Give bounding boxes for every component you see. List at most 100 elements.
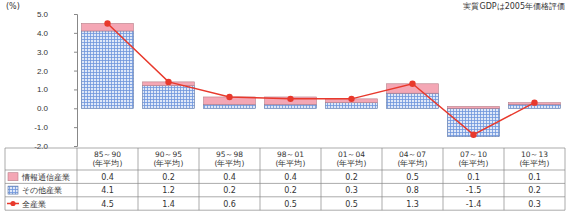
y-tick-mark [74,127,77,128]
y-tick-label: -1.0 [34,123,48,132]
table-rule [138,148,139,210]
data-label: 0.1 [467,173,480,182]
data-label: 0.8 [406,186,419,195]
y-tick: 1.0 [37,85,77,94]
plot-area [82,20,561,138]
data-label: 0.1 [528,173,541,182]
legend-swatch [8,186,18,194]
line [108,23,535,134]
marker [470,131,476,137]
data-label: 0.4 [223,173,236,182]
y-tick: 3.0 [37,48,77,57]
table-rule [260,148,261,210]
marker [226,94,232,100]
category-label: 07～10(年平均) [459,150,489,168]
data-label: 0.4 [284,173,297,182]
legend-label: 情報通信産業 [21,173,70,182]
data-label: 4.1 [101,186,114,195]
category-label: 85～90(年平均) [93,150,123,168]
y-tick-mark [74,14,77,15]
y-tick-mark [74,108,77,109]
table-rule [77,148,78,210]
table-rule [5,196,565,197]
table-rule [5,148,6,210]
y-tick-label: 3.0 [37,48,49,57]
y-tick: -1.0 [34,123,77,132]
y-axis-title: (%) [6,2,20,11]
marker [531,99,537,105]
table-rule [5,148,565,149]
y-tick-label: 2.0 [37,67,49,76]
chart: -2.0 -1.0 0.0 1.0 2.0 3.0 4.0 5.0 (%) 実質GDPは2005年… [0,0,570,212]
y-tick-label: 1.0 [37,85,49,94]
data-label: 1.4 [162,200,175,209]
data-label: 0.3 [528,200,541,209]
table-rule [443,148,444,210]
data-label: 1.2 [162,186,175,195]
data-label: 1.3 [406,200,419,209]
table-rule [565,148,566,210]
data-label: 0.2 [345,173,358,182]
y-tick-label: 4.0 [37,29,49,38]
y-tick: 5.0 [37,10,77,19]
y-tick-label: -2.0 [34,142,48,151]
legend-swatch [7,201,19,206]
bar [143,86,195,109]
bar [265,105,317,109]
y-axis-line [74,15,78,147]
data-table: 85～90(年平均) 90～95(年平均) 95～98(年平均) 98～01(年平均)… [5,148,565,210]
y-tick: 2.0 [37,67,77,76]
category-label: 95～98(年平均) [215,150,245,168]
data-label: 0.5 [345,200,358,209]
y-tick-label: 0.0 [37,104,49,113]
y-tick-mark [74,146,77,147]
category-label: 01～04(年平均) [337,150,367,168]
marker [409,81,415,87]
y-tick-mark [74,71,77,72]
y-axis: -2.0 -1.0 0.0 1.0 2.0 3.0 4.0 5.0 [34,10,77,151]
y-tick-mark [74,33,77,34]
data-label: -1.4 [466,200,482,209]
y-tick: 0.0 [37,104,77,113]
y-tick-mark [74,89,77,90]
bar [387,93,439,108]
data-label: 4.5 [101,200,114,209]
data-label: 0.2 [223,186,236,195]
data-label: 0.5 [284,200,297,209]
table-rule [5,170,565,171]
table-rule [199,148,200,210]
data-label: 0.2 [528,186,541,195]
category-label: 98～01(年平均) [276,150,306,168]
table-rule [5,183,565,184]
bar [82,31,134,108]
marker [348,96,354,102]
marker [165,79,171,85]
data-label: -1.5 [466,186,482,195]
data-label: 0.3 [345,186,358,195]
legend-label: 全産業 [22,200,46,209]
data-label: 0.6 [223,200,236,209]
y-tick: -2.0 [34,142,77,151]
annotation: 実質GDPは2005年価格評価 [463,2,565,11]
y-tick: 4.0 [37,29,77,38]
category-label: 04～07(年平均) [398,150,428,168]
table-rule [504,148,505,210]
data-label: 0.2 [162,173,175,182]
bar [204,105,256,109]
y-tick-label: 5.0 [37,10,49,19]
table-rule [382,148,383,210]
legend-swatch [8,173,18,181]
marker [287,96,293,102]
data-label: 0.5 [406,173,419,182]
category-label: 90～95(年平均) [154,150,184,168]
bar [326,103,378,109]
marker [104,20,110,26]
table-rule [321,148,322,210]
data-label: 0.4 [101,173,114,182]
y-tick-mark [74,52,77,53]
bar [448,106,500,108]
table-rule [5,210,565,211]
data-label: 0.2 [284,186,297,195]
legend-label: その他産業 [22,186,62,195]
category-label: 10～13(年平均) [520,150,550,168]
